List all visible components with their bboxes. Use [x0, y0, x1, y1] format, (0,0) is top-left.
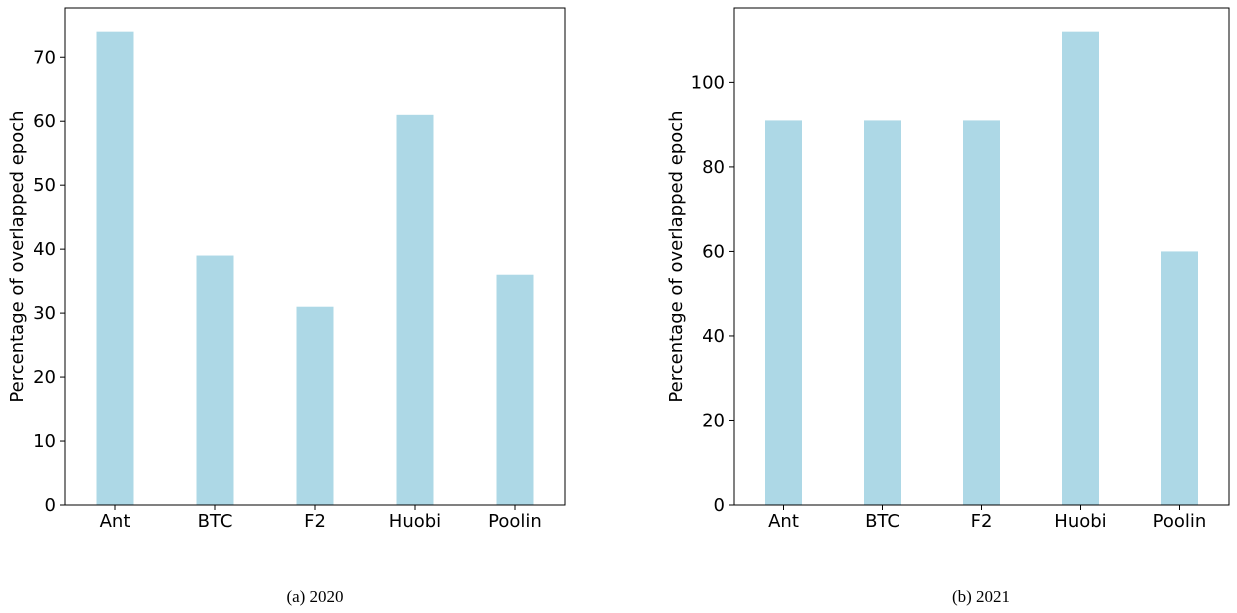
bar-f2	[296, 306, 334, 505]
y-axis-label: Percentage of overlapped epoch	[7, 110, 28, 402]
bar-ant	[96, 31, 134, 506]
x-tick-label: BTC	[865, 511, 900, 532]
chart-2021: Percentage of overlapped epoch (b) 2021 …	[666, 7, 1230, 606]
x-tick-label: F2	[304, 511, 326, 532]
y-tick-label: 20	[33, 367, 56, 388]
chart-caption: (b) 2021	[952, 587, 1010, 606]
x-tick-label: Ant	[100, 511, 131, 532]
bar-poolin	[496, 274, 534, 505]
bar-huobi	[396, 114, 434, 505]
y-tick-label: 10	[33, 431, 56, 452]
bar-btc	[196, 255, 234, 505]
y-tick-label: 70	[33, 47, 56, 68]
x-tick-label: BTC	[198, 511, 233, 532]
y-axis-label: Percentage of overlapped epoch	[666, 110, 687, 402]
x-tick-label: Huobi	[389, 511, 441, 532]
bar-f2	[963, 120, 1000, 506]
y-tick-label: 100	[691, 72, 725, 93]
x-tick-label: F2	[971, 511, 993, 532]
y-tick-label: 0	[714, 495, 725, 516]
y-tick-label: 40	[33, 239, 56, 260]
chart-caption: (a) 2020	[286, 587, 343, 606]
bar-ant	[765, 120, 802, 506]
y-tick-label: 30	[33, 303, 56, 324]
y-tick-label: 60	[33, 111, 56, 132]
y-tick-label: 60	[702, 241, 725, 262]
x-tick-label: Poolin	[1153, 511, 1207, 532]
chart-2020: Percentage of overlapped epoch (a) 2020 …	[7, 7, 566, 606]
y-tick-label: 50	[33, 175, 56, 196]
y-tick-label: 20	[702, 410, 725, 431]
x-tick-label: Huobi	[1054, 511, 1106, 532]
bar-btc	[864, 120, 901, 506]
y-tick-label: 40	[702, 326, 725, 347]
x-tick-label: Poolin	[488, 511, 542, 532]
bar-poolin	[1161, 251, 1198, 505]
y-tick-label: 80	[702, 157, 725, 178]
x-tick-label: Ant	[768, 511, 799, 532]
y-tick-label: 0	[45, 495, 56, 516]
bar-huobi	[1062, 31, 1099, 506]
